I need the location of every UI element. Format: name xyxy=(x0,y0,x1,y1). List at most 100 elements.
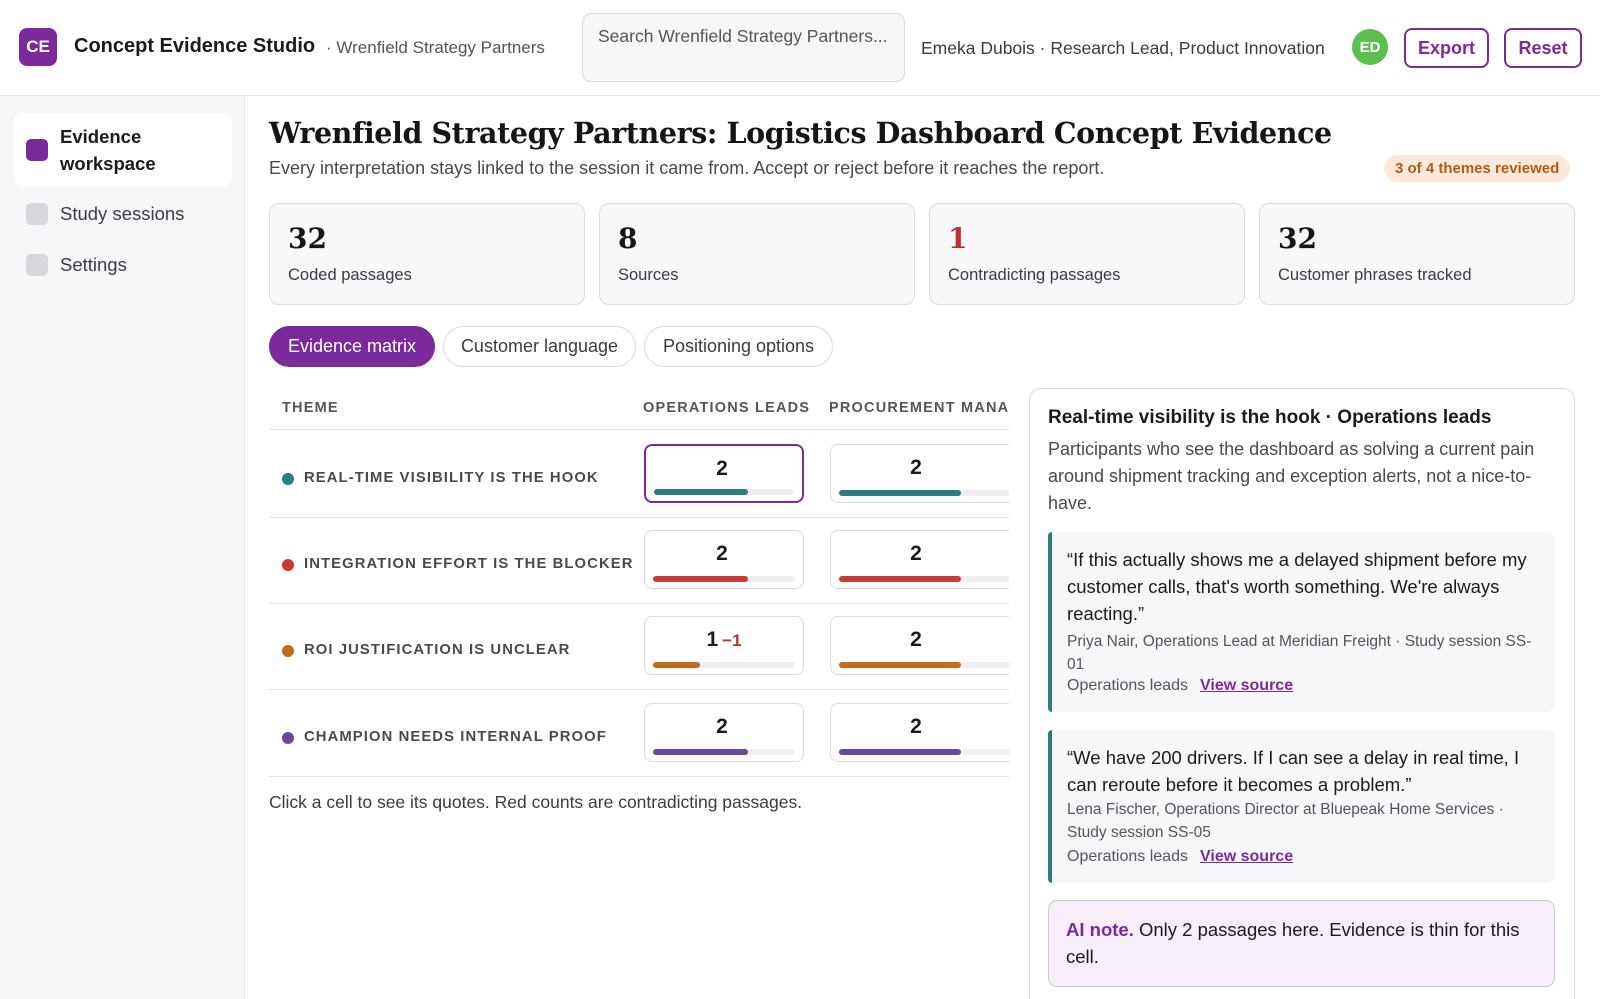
app-logo: CE xyxy=(19,28,57,66)
workspace-icon xyxy=(26,139,48,161)
quote-segment: Operations leads xyxy=(1067,848,1188,865)
stat-value: 32 xyxy=(1278,222,1317,255)
stat-value: 32 xyxy=(288,222,327,255)
cell-bar-fill xyxy=(839,749,961,755)
theme-dot xyxy=(282,473,294,485)
matrix-cell[interactable]: 2 xyxy=(830,530,1009,589)
theme-label: INTEGRATION EFFORT IS THE BLOCKER xyxy=(304,556,634,572)
cell-count: 2 xyxy=(716,715,728,738)
settings-icon xyxy=(26,254,48,276)
theme-label: ROI JUSTIFICATION IS UNCLEAR xyxy=(304,642,571,658)
column-header-procurement[interactable]: PROCUREMENT MANA xyxy=(829,400,1009,416)
column-header-theme: THEME xyxy=(282,400,339,416)
cell-count: 2 xyxy=(716,457,728,480)
matrix-cell[interactable]: 2 xyxy=(644,530,804,589)
avatar[interactable]: ED xyxy=(1352,29,1388,65)
cell-count: 1 −1 xyxy=(706,628,742,651)
stat-label: Coded passages xyxy=(288,266,412,284)
view-source-link[interactable]: View source xyxy=(1200,677,1294,694)
reset-button[interactable]: Reset xyxy=(1504,28,1582,68)
theme-dot xyxy=(282,559,294,571)
quote-text: “We have 200 drivers. If I can see a del… xyxy=(1067,747,1520,795)
stat-label: Customer phrases tracked xyxy=(1278,266,1472,284)
evidence-matrix: THEME OPERATIONS LEADS PROCUREMENT MANA … xyxy=(269,388,1009,778)
panel-title: Real-time visibility is the hook · Opera… xyxy=(1048,407,1492,428)
ai-note-text: Only 2 passages here. Evidence is thin f… xyxy=(1066,919,1520,967)
matrix-help-text: Click a cell to see its quotes. Red coun… xyxy=(269,792,803,812)
sidebar-item-settings[interactable]: Settings xyxy=(14,245,232,285)
search-input[interactable]: Search Wrenfield Strategy Partners... xyxy=(582,13,905,82)
sidebar-item-study-sessions[interactable]: Study sessions xyxy=(14,194,232,234)
divider xyxy=(269,603,1009,604)
cell-count: 2 xyxy=(910,628,922,651)
panel-description: Participants who see the dashboard as so… xyxy=(1048,439,1535,513)
matrix-cell[interactable]: 2 xyxy=(830,616,1009,675)
column-header-operations-leads[interactable]: OPERATIONS LEADS xyxy=(643,400,811,416)
cell-count: 2 xyxy=(910,542,922,565)
theme-dot xyxy=(282,732,294,744)
theme-label: CHAMPION NEEDS INTERNAL PROOF xyxy=(304,729,607,745)
sidebar: Evidence workspace Study sessions Settin… xyxy=(0,96,245,999)
ai-note: AI note. Only 2 passages here. Evidence … xyxy=(1048,900,1555,987)
divider xyxy=(269,776,1009,777)
cell-bar-fill xyxy=(839,662,961,668)
quote-segment: Operations leads xyxy=(1067,677,1188,694)
cell-bar xyxy=(653,749,795,755)
cell-bar xyxy=(653,662,795,668)
quote-attribution: Priya Nair, Operations Lead at Meridian … xyxy=(1067,633,1532,673)
cell-bar xyxy=(654,489,794,495)
quote-text: “If this actually shows me a delayed shi… xyxy=(1067,549,1527,624)
cell-bar-fill xyxy=(653,576,749,582)
cell-bar xyxy=(839,662,1009,668)
cell-count: 2 xyxy=(716,542,728,565)
stat-card-coded-passages: 32 Coded passages xyxy=(269,203,585,305)
user-info: Emeka Dubois · Research Lead, Product In… xyxy=(921,38,1325,58)
cell-bar-fill xyxy=(839,576,961,582)
matrix-cell[interactable]: 2 xyxy=(644,703,804,762)
cell-bar xyxy=(839,749,1009,755)
tab-positioning-options[interactable]: Positioning options xyxy=(644,326,833,367)
stat-card-sources: 8 Sources xyxy=(599,203,915,305)
cell-bar-fill xyxy=(654,489,748,495)
org-breadcrumb: · Wrenfield Strategy Partners xyxy=(326,38,545,57)
sidebar-item-evidence-workspace[interactable]: Evidence workspace xyxy=(14,113,232,187)
stat-label: Contradicting passages xyxy=(948,266,1121,284)
sidebar-item-label: Evidence workspace xyxy=(60,126,156,174)
cell-bar xyxy=(839,576,1009,582)
stat-card-contradicting-passages: 1 Contradicting passages xyxy=(929,203,1245,305)
quote-card: “We have 200 drivers. If I can see a del… xyxy=(1048,730,1555,883)
export-button[interactable]: Export xyxy=(1404,28,1489,68)
sidebar-item-label: Settings xyxy=(60,254,127,275)
divider xyxy=(269,429,1009,430)
cell-bar-fill xyxy=(653,749,749,755)
stat-card-customer-phrases: 32 Customer phrases tracked xyxy=(1259,203,1575,305)
quote-attribution: Lena Fischer, Operations Director at Blu… xyxy=(1067,801,1504,841)
matrix-cell[interactable]: 2 xyxy=(830,444,1009,503)
stat-value: 8 xyxy=(618,222,638,255)
cell-bar xyxy=(839,490,1009,496)
matrix-cell[interactable]: 2 xyxy=(644,444,804,503)
matrix-cell[interactable]: 1 −1 xyxy=(644,616,804,675)
sidebar-item-label: Study sessions xyxy=(60,203,185,224)
divider xyxy=(269,689,1009,690)
divider xyxy=(269,517,1009,518)
cell-bar xyxy=(653,576,795,582)
tab-evidence-matrix[interactable]: Evidence matrix xyxy=(269,326,435,367)
theme-label: REAL-TIME VISIBILITY IS THE HOOK xyxy=(304,470,599,486)
page-subtitle: Every interpretation stays linked to the… xyxy=(269,158,1105,178)
top-bar: CE Concept Evidence Studio · Wrenfield S… xyxy=(0,0,1600,96)
tab-customer-language[interactable]: Customer language xyxy=(443,326,636,367)
stat-value: 1 xyxy=(948,222,968,255)
cell-bar-fill xyxy=(839,490,961,496)
quote-card: “If this actually shows me a delayed shi… xyxy=(1048,532,1555,712)
cell-count: 2 xyxy=(910,715,922,738)
view-source-link[interactable]: View source xyxy=(1200,848,1294,865)
page-title: Wrenfield Strategy Partners: Logistics D… xyxy=(269,116,1332,150)
ai-note-label: AI note. xyxy=(1066,919,1134,940)
cell-count: 2 xyxy=(910,456,922,479)
sessions-icon xyxy=(26,203,48,225)
stat-label: Sources xyxy=(618,266,679,284)
matrix-cell[interactable]: 2 xyxy=(830,703,1009,762)
cell-detail-panel: Real-time visibility is the hook · Opera… xyxy=(1029,388,1575,999)
cell-bar-fill xyxy=(653,662,700,668)
